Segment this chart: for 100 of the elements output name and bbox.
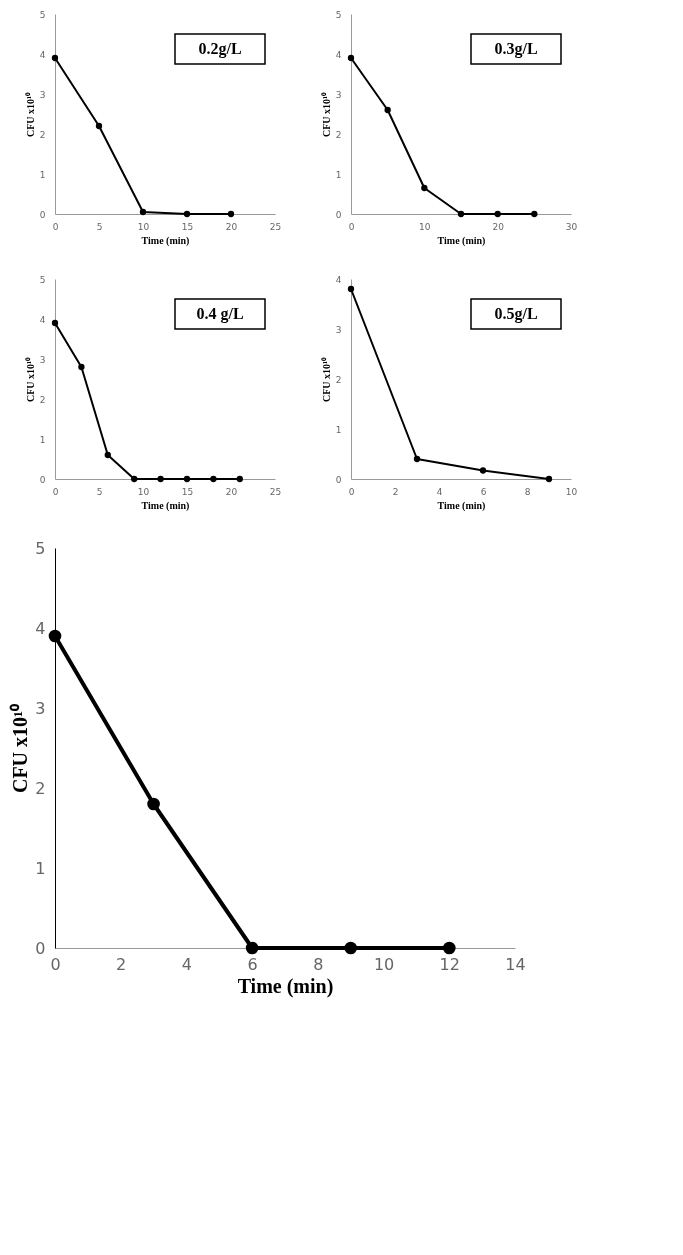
- x-tick-label: 12: [439, 954, 460, 974]
- annotation: 0.5g/L: [494, 305, 538, 323]
- point: [139, 208, 147, 216]
- x-tick-label: 8: [313, 954, 324, 974]
- y-tick-label: 1: [35, 858, 46, 878]
- y-tick-label: 4: [39, 49, 46, 60]
- x-tick-label: 0: [52, 221, 59, 232]
- x-tick-label: 20: [492, 221, 505, 232]
- point: [227, 210, 235, 218]
- point: [479, 467, 487, 474]
- point: [210, 475, 217, 483]
- y-tick-label: 1: [335, 169, 342, 180]
- point: [344, 941, 358, 955]
- point: [494, 210, 501, 218]
- point: [95, 122, 103, 130]
- point: [48, 629, 62, 643]
- point: [245, 941, 259, 955]
- y-tick-label: 4: [335, 274, 342, 285]
- y-tick-label: 2: [39, 394, 46, 405]
- x-tick-label: 25: [269, 486, 282, 497]
- y-tick-label: 0: [335, 209, 342, 220]
- x-tick-label: 10: [137, 221, 150, 232]
- y-tick-label: 2: [39, 129, 46, 140]
- y-tick-label: 1: [335, 424, 342, 435]
- point: [236, 475, 243, 483]
- y-tick-label: 3: [335, 324, 342, 335]
- y-tick-label: 1: [39, 434, 46, 445]
- point: [183, 475, 191, 483]
- point: [545, 475, 553, 483]
- point: [51, 319, 59, 327]
- point: [104, 451, 111, 459]
- y-tick-label: 0: [335, 474, 342, 485]
- y-axis-title: CFU x10¹⁰: [320, 356, 332, 403]
- x-tick-label: 10: [137, 486, 150, 497]
- y-tick-label: 0: [39, 209, 46, 220]
- y-tick-label: 4: [335, 49, 342, 60]
- point: [347, 285, 355, 293]
- x-axis-title: Time (min): [437, 499, 486, 512]
- point: [457, 210, 465, 218]
- annotation: 0.2g/L: [198, 40, 242, 58]
- y-tick-label: 3: [335, 89, 342, 100]
- x-tick-label: 5: [96, 221, 103, 232]
- point: [384, 106, 391, 114]
- x-tick-label: 5: [96, 486, 103, 497]
- x-tick-label: 30: [565, 221, 578, 232]
- point: [442, 941, 456, 955]
- y-axis-title: CFU x10¹⁰: [9, 703, 32, 794]
- point: [413, 455, 421, 463]
- y-tick-label: 2: [335, 374, 342, 385]
- x-tick-label: 15: [181, 221, 194, 232]
- y-tick-label: 5: [35, 538, 46, 558]
- y-tick-label: 3: [39, 89, 46, 100]
- y-tick-label: 2: [335, 129, 342, 140]
- x-tick-label: 4: [181, 954, 193, 974]
- y-tick-label: 4: [35, 618, 46, 638]
- x-tick-label: 20: [225, 486, 238, 497]
- x-axis-title: Time (min): [437, 234, 486, 247]
- y-tick-label: 0: [39, 474, 46, 485]
- point: [131, 475, 138, 483]
- x-tick-label: 15: [181, 486, 194, 497]
- point: [347, 54, 355, 62]
- x-tick-label: 14: [505, 954, 526, 974]
- y-tick-label: 4: [39, 314, 46, 325]
- y-tick-label: 5: [39, 274, 46, 285]
- y-tick-label: 1: [39, 169, 46, 180]
- y-tick-label: 3: [39, 354, 46, 365]
- x-tick-label: 0: [348, 221, 355, 232]
- x-tick-label: 6: [480, 486, 487, 497]
- x-tick-label: 20: [225, 221, 238, 232]
- x-tick-label: 25: [269, 221, 282, 232]
- y-axis-title: CFU x10¹⁰: [320, 91, 332, 138]
- x-axis-title: Time (min): [237, 974, 334, 998]
- y-tick-label: 3: [35, 698, 46, 718]
- point: [421, 184, 428, 192]
- x-tick-label: 6: [247, 954, 258, 974]
- x-tick-label: 0: [52, 486, 59, 497]
- y-axis-title: CFU x10¹⁰: [24, 91, 36, 138]
- y-tick-label: 5: [39, 9, 46, 20]
- x-tick-label: 10: [419, 221, 431, 232]
- y-tick-label: 2: [35, 778, 46, 798]
- x-tick-label: 10: [373, 954, 395, 974]
- x-axis-title: Time (min): [141, 234, 190, 247]
- x-tick-label: 2: [392, 486, 399, 497]
- y-axis-title: CFU x10¹⁰: [24, 356, 36, 403]
- y-tick-label: 5: [335, 9, 342, 20]
- point: [78, 363, 85, 371]
- point: [51, 54, 59, 62]
- y-tick-label: 0: [35, 938, 46, 958]
- x-tick-label: 4: [436, 486, 443, 497]
- x-tick-label: 8: [524, 486, 531, 497]
- point: [147, 797, 160, 811]
- point: [183, 210, 191, 218]
- point: [531, 210, 538, 218]
- x-tick-label: 10: [565, 486, 578, 497]
- x-tick-label: 2: [116, 954, 127, 974]
- annotation: 0.4 g/L: [196, 305, 244, 323]
- x-axis-title: Time (min): [141, 499, 190, 512]
- point: [157, 475, 164, 483]
- x-tick-label: 0: [348, 486, 355, 497]
- annotation: 0.3g/L: [494, 40, 538, 58]
